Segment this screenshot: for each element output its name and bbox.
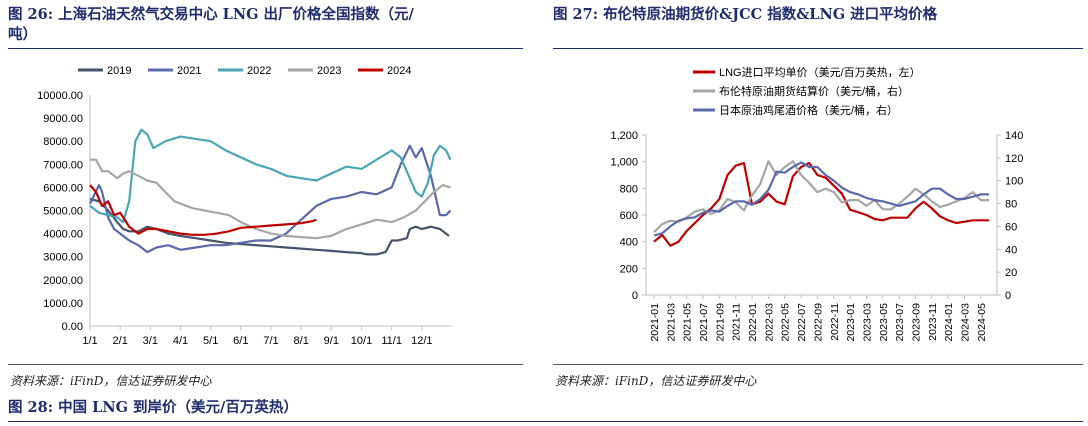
x-tick-label: 2023-07 — [894, 303, 906, 342]
x-tick-label: 1/1 — [82, 335, 97, 347]
fig27-source: 资料来源：iFinD，信达证券研发中心 — [555, 374, 757, 388]
x-tick-label: 2023-05 — [878, 303, 890, 342]
x-tick-label: 2024-01 — [943, 303, 955, 342]
x-tick-label: 2021-11 — [731, 303, 743, 341]
y-tick-label: 10000.00 — [37, 90, 83, 102]
y-tick-label: 3000.00 — [43, 252, 83, 264]
x-tick-label: 2022-01 — [747, 303, 759, 342]
series-line-2024 — [89, 184, 317, 236]
x-tick-label: 10/1 — [351, 335, 372, 347]
x-tick-label: 2021-09 — [714, 303, 726, 342]
legend-label-3: 日本原油鸡尾酒价格（美元/桶，右） — [719, 103, 898, 117]
x-tick-label: 12/1 — [411, 335, 432, 347]
x-tick-label: 6/1 — [233, 335, 248, 347]
x-tick-label: 3/1 — [143, 335, 158, 347]
x-tick-label: 2021-07 — [698, 303, 710, 342]
x-tick-label: 4/1 — [173, 335, 188, 347]
y-tick-label: 7000.00 — [43, 159, 83, 171]
y-tick-label: 9000.00 — [43, 113, 83, 125]
y-tick-label: 6000.00 — [43, 182, 83, 194]
x-tick-label: 11/1 — [381, 335, 402, 347]
y-left-tick-label: 600 — [620, 210, 638, 222]
legend-label-2: 布伦特原油期货结算价（美元/桶，右） — [719, 84, 909, 98]
x-tick-label: 2023-01 — [845, 303, 857, 342]
x-tick-label: 2024-05 — [976, 303, 988, 342]
fig26-title-rule — [8, 48, 523, 49]
x-tick-label: 5/1 — [203, 335, 218, 347]
y-right-tick-label: 80 — [1005, 199, 1017, 211]
chart-lng-price-index: 0.00 1000.00 2000.00 3000.00 4000.00 5000.00 6… — [37, 65, 452, 347]
series-line-1 — [653, 161, 989, 247]
x-tick-label: 2023-11 — [927, 303, 939, 341]
fig27-title-rule — [553, 48, 1083, 49]
x-tick-label: 2021-05 — [682, 303, 694, 342]
series-line-2 — [653, 160, 989, 233]
series-line-2021 — [89, 144, 452, 254]
y-tick-label: 0.00 — [62, 321, 83, 333]
legend-label-2024: 2024 — [387, 65, 411, 77]
fig26-source: 资料来源：iFinD，信达证券研发中心 — [10, 374, 212, 388]
y-left-tick-label: 400 — [620, 237, 638, 249]
x-tick-label: 2022-07 — [796, 303, 808, 342]
series-line-2022 — [89, 128, 452, 224]
legend-label-2021: 2021 — [177, 65, 201, 77]
y-right-tick-label: 60 — [1005, 221, 1017, 233]
legend-label-1: LNG进口平均单价（美元/百万英热，左） — [719, 65, 921, 79]
y-left-tick-label: 1,200 — [610, 130, 638, 142]
x-tick-label: 2022-09 — [812, 303, 824, 342]
y-tick-label: 1000.00 — [43, 298, 83, 310]
fig28-title: 图 28: 中国 LNG 到岸价（美元/百万英热） — [8, 399, 298, 416]
fig28-title-rule — [8, 421, 1083, 422]
y-left-tick-label: 800 — [620, 183, 638, 195]
x-tick-label: 8/1 — [294, 335, 309, 347]
y-left-tick-label: 200 — [620, 263, 638, 275]
y-tick-label: 2000.00 — [43, 275, 83, 287]
x-tick-label: 7/1 — [263, 335, 278, 347]
x-tick-label: 2023-03 — [861, 303, 873, 342]
x-tick-label: 2023-09 — [910, 303, 922, 342]
fig26-source-rule — [8, 364, 523, 365]
y-left-tick-label: 0 — [632, 290, 638, 302]
y-right-tick-label: 0 — [1005, 290, 1011, 302]
y-left-tick-label: 1,000 — [610, 157, 638, 169]
y-right-tick-label: 140 — [1005, 130, 1023, 142]
y-tick-label: 8000.00 — [43, 136, 83, 148]
legend-label-2023: 2023 — [317, 65, 341, 77]
y-right-tick-label: 120 — [1005, 153, 1023, 165]
x-tick-label: 2021-03 — [665, 303, 677, 342]
x-tick-label: 9/1 — [324, 335, 339, 347]
fig27-title: 图 27: 布伦特原油期货价&JCC 指数&LNG 进口平均价格 — [553, 6, 938, 23]
x-tick-label: 2024-03 — [959, 303, 971, 342]
x-tick-label: 2/1 — [113, 335, 128, 347]
fig27-source-rule — [553, 364, 1083, 365]
legend-label-2022: 2022 — [247, 65, 271, 77]
y-tick-label: 4000.00 — [43, 229, 83, 241]
fig26-title-line2: 吨） — [8, 26, 37, 43]
y-right-tick-label: 40 — [1005, 244, 1017, 256]
fig26-title-line1: 图 26: 上海石油天然气交易中心 LNG 出厂价格全国指数（元/ — [8, 6, 414, 23]
y-tick-label: 5000.00 — [43, 206, 83, 218]
x-tick-label: 2021-01 — [649, 303, 661, 342]
y-right-tick-label: 100 — [1005, 176, 1023, 188]
legend-label-2019: 2019 — [107, 65, 131, 77]
series-line-2023 — [90, 158, 451, 240]
y-right-tick-label: 20 — [1005, 267, 1017, 279]
x-tick-label: 2022-05 — [780, 303, 792, 342]
series-line-3 — [653, 161, 989, 237]
x-tick-label: 2022-11 — [829, 303, 841, 341]
x-tick-label: 2022-03 — [763, 303, 775, 342]
chart-brent-jcc-lng: 0 200 400 600 800 1,000 1,200 0 20 40 60 80 100 120 14… — [610, 65, 1023, 342]
